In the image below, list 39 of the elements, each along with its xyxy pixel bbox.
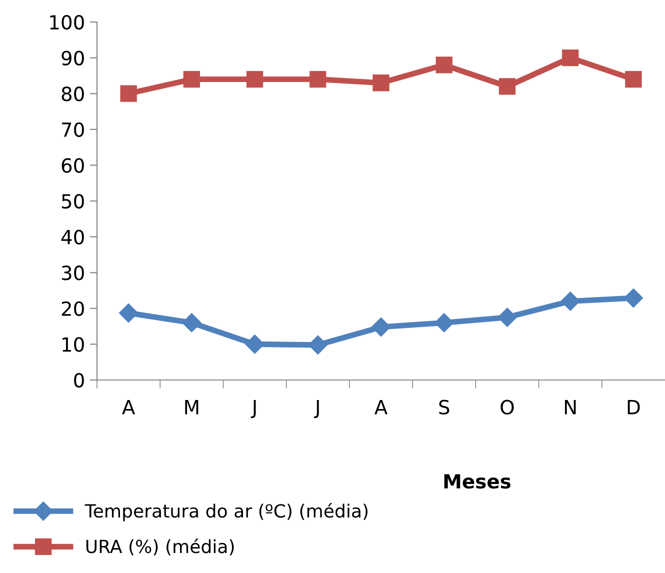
- point: [434, 313, 454, 332]
- y-tick-label: 60: [62, 158, 84, 173]
- x-tick-label: A: [122, 400, 136, 414]
- point: [183, 70, 200, 88]
- y-tick-label: 10: [62, 337, 84, 352]
- y-tick-label: 0: [74, 372, 84, 388]
- point: [624, 288, 643, 308]
- x-tick-label: O: [500, 400, 514, 414]
- x-tick-label: J: [250, 400, 256, 418]
- point: [119, 304, 138, 323]
- y-tick-label: 90: [62, 50, 84, 66]
- x-tick-label: M: [185, 400, 198, 414]
- point: [246, 70, 264, 88]
- point: [120, 85, 137, 102]
- point: [625, 70, 642, 88]
- y-tick-label: 70: [62, 122, 84, 138]
- y-tick-label: 20: [62, 301, 84, 316]
- x-tick-label: S: [439, 400, 450, 414]
- point: [372, 74, 390, 92]
- x-tick-label: J: [314, 400, 319, 418]
- point: [562, 49, 579, 66]
- point: [560, 292, 580, 311]
- point: [436, 56, 452, 74]
- y-tick-label: 80: [62, 86, 84, 102]
- point: [498, 78, 516, 95]
- point: [310, 70, 326, 88]
- y-tick-label: 50: [62, 194, 84, 209]
- point: [371, 317, 391, 337]
- point: [182, 313, 202, 332]
- y-tick-label: 40: [61, 230, 84, 244]
- legend-label: URA (%) (média): [86, 538, 234, 556]
- y-tick-label: 30: [62, 266, 84, 280]
- x-axis-title: Meses: [444, 474, 511, 489]
- x-tick-label: N: [564, 400, 576, 414]
- x-tick-label: A: [374, 400, 388, 414]
- point: [498, 308, 517, 327]
- x-tick-label: D: [628, 400, 640, 414]
- y-tick-label: 100: [50, 14, 84, 30]
- legend-label: Temperatura do ar (ºC) (média): [84, 503, 368, 522]
